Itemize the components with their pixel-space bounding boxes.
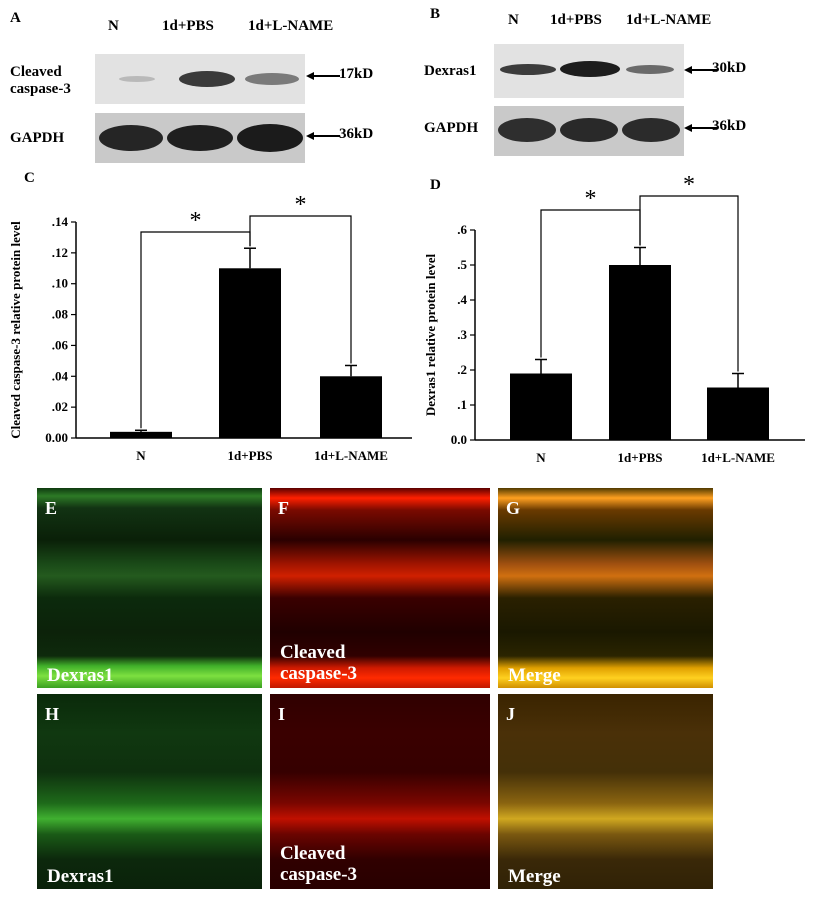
y-tick-label: .3 [457, 327, 467, 342]
y-tick-label: 0.0 [451, 432, 467, 447]
category-label: 1d+L-NAME [701, 450, 775, 465]
lane-label-n: N [108, 18, 119, 34]
y-axis-label: Dexras1 relative protein level [423, 253, 438, 416]
band [560, 118, 618, 142]
image-panel-i: I Cleaved caspase-3 [270, 694, 490, 889]
blot-dexras1 [494, 44, 684, 98]
lane-label-n: N [508, 12, 519, 28]
bar [219, 268, 281, 438]
blot-gapdh-a [95, 113, 305, 163]
y-tick-label: .2 [457, 362, 467, 377]
band [119, 76, 155, 82]
blot-cleaved-caspase3 [95, 54, 305, 104]
y-tick-label: .02 [52, 399, 68, 414]
y-tick-label: .04 [52, 368, 69, 383]
y-tick-label: .06 [52, 337, 69, 352]
band [498, 118, 556, 142]
y-tick-label: .12 [52, 245, 68, 260]
row-label-cleaved-caspase3: Cleaved caspase-3 [10, 64, 71, 97]
significance-star: * [190, 208, 202, 234]
kd-label-36-a: 36kD [339, 126, 374, 142]
panel-label-b: B [430, 6, 441, 22]
significance-star: * [683, 172, 695, 198]
arrow-icon [684, 66, 718, 74]
image-panel-f: F Cleaved caspase-3 [270, 488, 490, 688]
row-label-dexras1: Dexras1 [424, 63, 477, 79]
category-label: N [136, 448, 146, 463]
bar [510, 373, 572, 440]
band [626, 65, 674, 74]
y-tick-label: .6 [457, 222, 467, 237]
band [99, 125, 163, 151]
y-tick-label: .5 [457, 257, 467, 272]
significance-bracket [249, 215, 352, 364]
category-label: 1d+PBS [228, 448, 273, 463]
significance-star: * [295, 192, 307, 218]
image-panel-e: E Dexras1 [37, 488, 262, 688]
band [237, 124, 303, 152]
significance-star: * [585, 186, 597, 212]
band [622, 118, 680, 142]
lane-label-1d-pbs: 1d+PBS [550, 12, 602, 28]
y-tick-label: .1 [457, 397, 467, 412]
kd-label-36-b: 36kD [712, 118, 747, 134]
y-tick-label: .10 [52, 276, 68, 291]
band [500, 64, 556, 75]
chart-cleaved-caspase3: 0.00 .02 .04 .06 .08 .10 .12 .14 Cleaved caspase… [8, 192, 412, 463]
y-tick-label: .08 [52, 307, 69, 322]
bar [110, 431, 172, 438]
band [179, 71, 235, 87]
arrow-icon [306, 132, 340, 140]
band [245, 73, 299, 85]
lane-label-1d-lname: 1d+L-NAME [626, 12, 712, 28]
band [560, 61, 620, 77]
image-panel-h: H Dexras1 [37, 694, 262, 889]
category-label: 1d+L-NAME [314, 448, 388, 463]
significance-bracket [639, 195, 739, 372]
panel-label-c: C [24, 170, 35, 186]
lane-label-1d-pbs: 1d+PBS [162, 18, 214, 34]
image-panel-j: J Merge [498, 694, 713, 889]
kd-label-30: 30kD [712, 60, 747, 76]
blot-gapdh-b [494, 106, 684, 156]
arrow-icon [684, 124, 718, 132]
bar [707, 387, 769, 440]
y-tick-label: .4 [457, 292, 467, 307]
category-label: N [536, 450, 546, 465]
y-tick-label: 0.00 [45, 430, 68, 445]
image-panel-g: G Merge [498, 488, 713, 688]
band [167, 125, 233, 151]
lane-label-1d-lname: 1d+L-NAME [248, 18, 334, 34]
category-label: 1d+PBS [618, 450, 663, 465]
arrow-icon [306, 72, 340, 80]
y-axis-label: Cleaved caspase-3 relative protein level [8, 221, 23, 439]
panel-label-a: A [10, 10, 21, 26]
chart-dexras1: 0.0 .1 .2 .3 .4 .5 .6 Dexras1 relative protein … [423, 172, 805, 465]
row-label-gapdh-a: GAPDH [10, 130, 65, 146]
bar [320, 376, 382, 438]
row-label-gapdh-b: GAPDH [424, 120, 479, 136]
kd-label-17: 17kD [339, 66, 374, 82]
y-tick-label: .14 [52, 214, 69, 229]
bar [609, 265, 671, 440]
panel-label-d: D [430, 177, 441, 193]
